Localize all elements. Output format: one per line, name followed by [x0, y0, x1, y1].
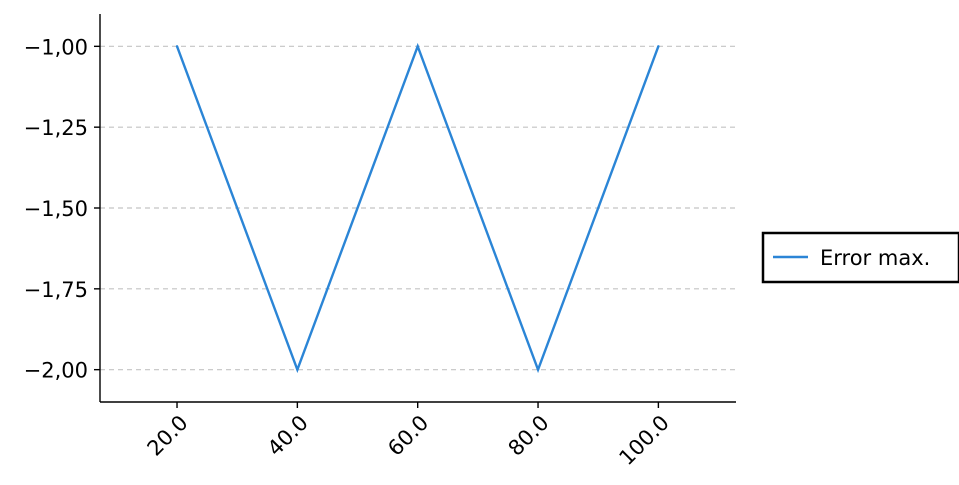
x-tick-label: 60.0	[383, 411, 433, 461]
data-point	[657, 45, 660, 48]
x-axis-ticks: 20.0 40.0 60.0 80.0 100.0	[143, 402, 674, 470]
y-tick-label: −1,75	[24, 278, 88, 302]
legend-label-error-max: Error max.	[820, 246, 930, 270]
data-point	[416, 45, 419, 48]
y-tick-label: −1,00	[24, 35, 88, 59]
x-tick-label: 80.0	[504, 411, 554, 461]
y-tick-label: −1,50	[24, 197, 88, 221]
x-tick-label: 40.0	[263, 411, 313, 461]
y-tick-label: −2,00	[24, 359, 88, 383]
data-point	[536, 368, 540, 371]
y-tick-label: −1,25	[24, 116, 88, 140]
x-tick-label: 100.0	[614, 411, 673, 470]
legend: Error max.	[761, 231, 959, 284]
y-axis-ticks: −1,00 −1,25 −1,50 −1,75 −2,00	[24, 35, 100, 383]
series-lines	[175, 42, 660, 374]
data-point	[175, 45, 179, 48]
x-tick-label: 20.0	[143, 411, 193, 461]
data-point	[296, 368, 299, 371]
